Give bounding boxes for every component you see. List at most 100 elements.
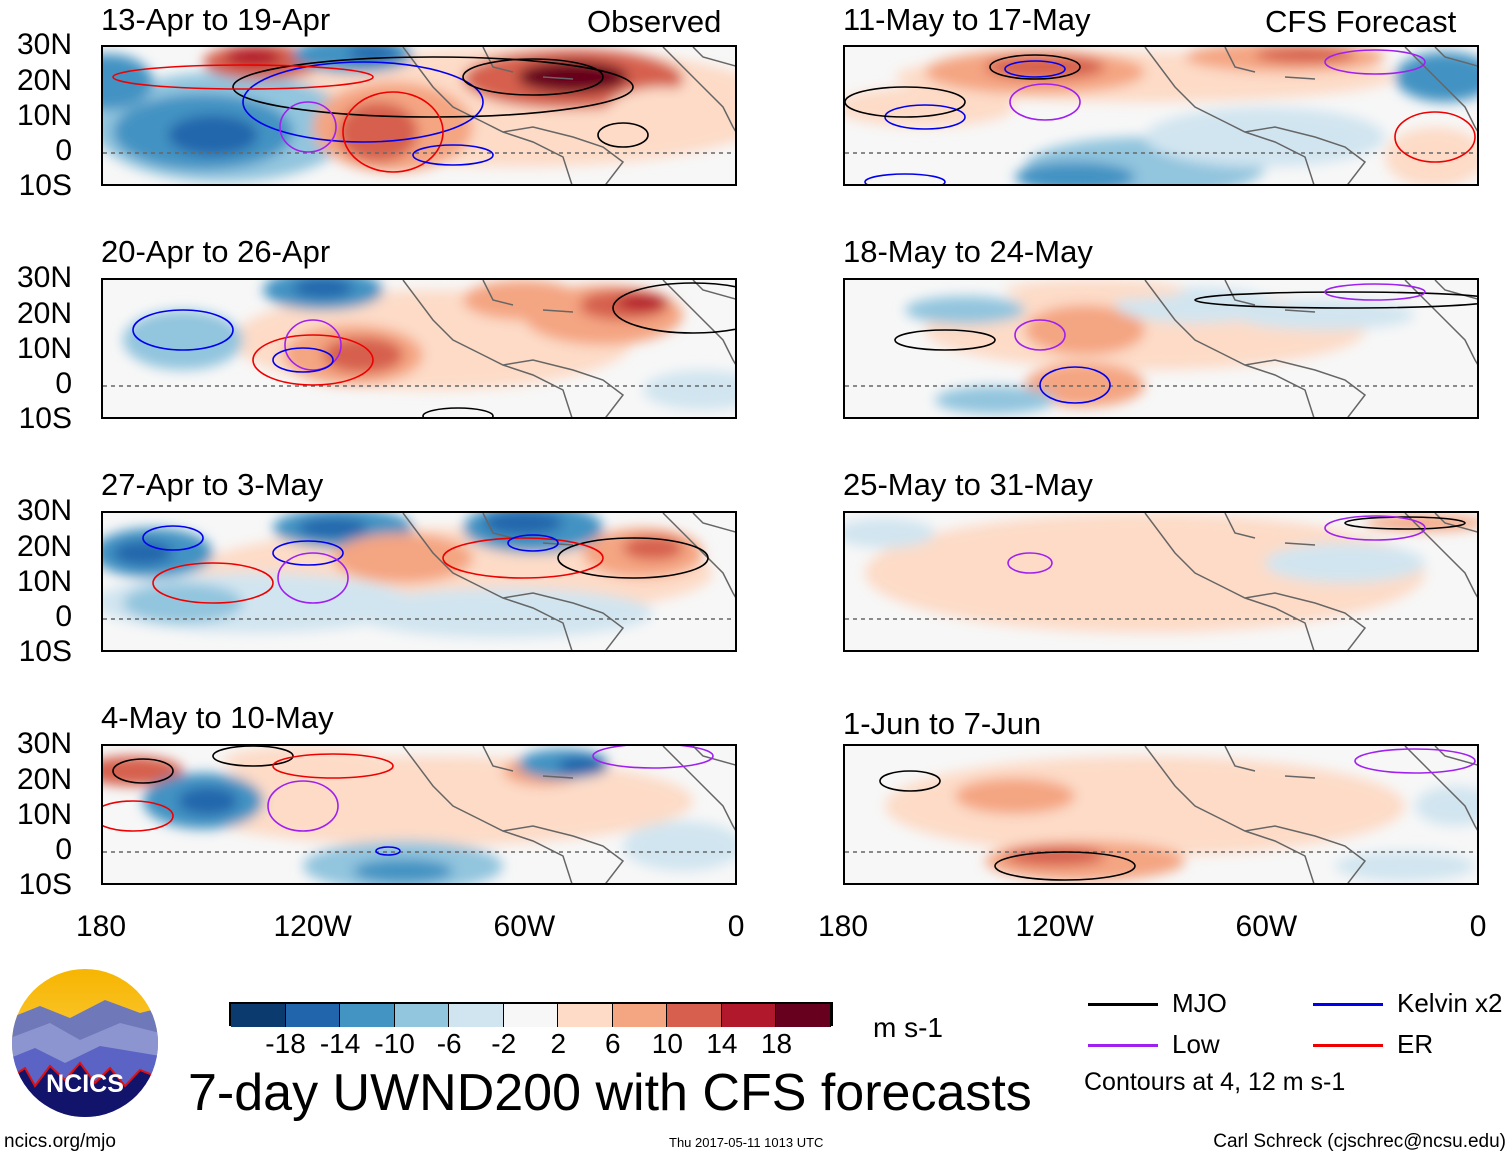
contour-line	[1007, 552, 1053, 574]
anomaly-shading	[845, 518, 935, 548]
lat-label: 10S	[18, 635, 72, 668]
contour-line	[267, 780, 339, 832]
colorbar-swatch	[721, 1004, 777, 1027]
contour-line	[232, 56, 634, 118]
panel-title: 27-Apr to 3-May	[101, 467, 324, 502]
lat-label: 0	[55, 134, 72, 167]
anomaly-shading	[1335, 851, 1475, 881]
contour-line	[152, 562, 274, 604]
lon-label: 60W	[1235, 910, 1298, 943]
anomaly-shading	[623, 536, 683, 560]
coastline	[402, 746, 735, 883]
anomaly-shading	[603, 87, 723, 147]
panel-title: 4-May to 10-May	[101, 700, 334, 735]
figure-title: 7-day UWND200 with CFS forecasts	[188, 1064, 1032, 1122]
colorbar-tick-label: 6	[605, 1028, 621, 1059]
anomaly-shading	[1385, 127, 1477, 184]
anomaly-shading	[618, 294, 668, 310]
coastline	[402, 47, 735, 184]
contour-line	[142, 525, 204, 551]
map-panel	[101, 744, 737, 885]
contour-line	[557, 537, 709, 579]
map-panel	[843, 45, 1479, 186]
footer-timestamp: Thu 2017-05-11 1013 UTC	[669, 1135, 824, 1150]
lon-label: 120W	[1015, 910, 1094, 943]
lon-label: 180	[817, 910, 869, 943]
map-panel	[843, 744, 1479, 885]
anomaly-shading	[225, 48, 281, 66]
panel-title: 13-Apr to 19-Apr	[101, 2, 331, 37]
legend-line-swatch	[1088, 1044, 1158, 1047]
lon-label: 0	[727, 910, 745, 943]
contour-line	[342, 91, 444, 173]
legend-line-swatch	[1313, 1044, 1383, 1047]
panel-title: 1-Jun to 7-Jun	[843, 706, 1042, 741]
lon-label: 180	[75, 910, 127, 943]
legend-line-swatch	[1088, 1003, 1158, 1006]
contour-line	[989, 54, 1081, 80]
colorbar	[229, 1002, 833, 1027]
colorbar-swatch	[558, 1004, 613, 1027]
contour-line	[272, 347, 334, 373]
map-panel	[843, 511, 1479, 652]
contour-line	[1344, 516, 1466, 530]
contour-line	[212, 746, 294, 767]
contour-line	[864, 173, 946, 184]
anomaly-shading	[113, 541, 173, 565]
map-panel	[843, 278, 1479, 419]
anomaly-shading	[353, 859, 453, 883]
contour-line	[412, 144, 494, 166]
observed-label: Observed	[587, 4, 722, 39]
anomaly-shading	[1265, 543, 1425, 583]
contour-line	[103, 800, 174, 832]
contour-line	[272, 540, 344, 566]
contour-line	[884, 104, 966, 130]
footer-url[interactable]: ncics.org/mjo	[4, 1131, 116, 1152]
legend-label: Kelvin x2	[1397, 988, 1503, 1018]
contour-line	[1004, 60, 1066, 78]
colorbar-tick-label: 14	[706, 1028, 738, 1059]
panel-title: 18-May to 24-May	[843, 234, 1093, 269]
anomaly-shading	[1025, 305, 1145, 355]
colorbar-swatch	[449, 1004, 504, 1027]
coastline	[1144, 746, 1477, 883]
contour-line	[1194, 291, 1477, 309]
colorbar-swatch	[776, 1004, 831, 1027]
colorbar-tick-label: -14	[319, 1028, 361, 1059]
map-panel	[101, 278, 737, 419]
contour-line	[592, 746, 714, 769]
anomaly-shading	[643, 370, 735, 410]
anomaly-shading	[353, 588, 653, 638]
colorbar-swatch	[340, 1004, 395, 1027]
contour-line	[1324, 515, 1426, 541]
coastline	[1144, 280, 1477, 417]
anomaly-shading	[293, 280, 353, 298]
legend-line-swatch	[1313, 1003, 1383, 1006]
legend-label: MJO	[1172, 988, 1227, 1018]
lat-label: 0	[55, 367, 72, 400]
contour-line	[462, 58, 604, 96]
lat-label: 10S	[18, 868, 72, 901]
anomaly-shading	[323, 337, 403, 373]
colorbar-tick-label: 18	[760, 1028, 793, 1059]
anomaly-shading	[1235, 300, 1415, 330]
anomaly-shading	[223, 746, 383, 776]
colorbar-tick-label: -10	[374, 1028, 415, 1059]
contour-line	[284, 319, 342, 371]
anomaly-shading	[333, 533, 473, 583]
anomaly-shading	[955, 778, 1075, 814]
colorbar-tick-label: -2	[491, 1028, 517, 1059]
anomaly-shading	[1145, 107, 1385, 167]
anomaly-shading	[885, 756, 1405, 856]
anomaly-shading	[1415, 786, 1477, 826]
lat-label: 30N	[16, 727, 72, 760]
contour-line	[242, 61, 484, 143]
contour-line	[1324, 283, 1426, 301]
contour-line	[507, 534, 559, 552]
contour-line	[1354, 748, 1476, 774]
lat-label: 30N	[16, 28, 72, 61]
anomaly-shading	[1015, 162, 1135, 184]
anomaly-shading	[558, 756, 608, 776]
lat-label: 20N	[16, 64, 72, 97]
